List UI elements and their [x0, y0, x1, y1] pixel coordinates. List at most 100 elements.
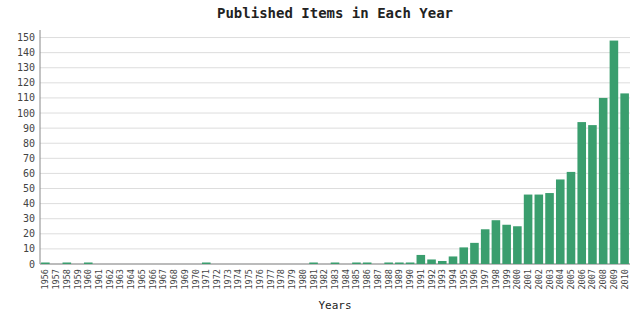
bar [41, 262, 50, 264]
x-tick-label: 1961 [94, 269, 104, 289]
x-tick-label: 1972 [212, 269, 222, 289]
bar [470, 243, 479, 264]
x-tick-label: 1966 [148, 269, 158, 289]
x-tick-label: 2001 [523, 269, 533, 289]
x-axis: 1956195719581959196019611962196319641965… [40, 269, 629, 289]
x-tick-label: 1958 [62, 269, 72, 289]
grid-line [40, 188, 630, 189]
x-tick-label: 1997 [480, 269, 490, 289]
x-tick-label: 1994 [448, 269, 458, 289]
bar [148, 264, 157, 265]
x-tick-label: 1984 [341, 269, 351, 289]
chart-container: Published Items in Each Year010203040506… [0, 0, 640, 314]
y-tick-label: 10 [23, 243, 35, 254]
x-tick-label: 2002 [534, 269, 544, 289]
bar [406, 262, 415, 264]
y-tick-label: 100 [17, 108, 35, 119]
y-tick-label: 60 [23, 168, 35, 179]
x-tick-label: 1996 [469, 269, 479, 289]
x-tick-label: 1999 [502, 269, 512, 289]
x-tick-label: 1988 [384, 269, 394, 289]
x-tick-label: 1983 [330, 269, 340, 289]
x-tick-label: 2004 [555, 269, 565, 289]
bar [181, 264, 190, 265]
x-axis-label: Years [318, 299, 351, 312]
y-tick-label: 80 [23, 138, 35, 149]
bar [417, 255, 426, 264]
bar [127, 264, 136, 265]
x-tick-label: 1990 [405, 269, 415, 289]
x-tick-label: 1987 [373, 269, 383, 289]
bar [556, 179, 565, 264]
x-tick-label: 2007 [587, 269, 597, 289]
bar [223, 264, 232, 265]
grid-line [40, 158, 630, 159]
x-tick-label: 1986 [362, 269, 372, 289]
bar [213, 264, 222, 265]
y-tick-label: 130 [17, 62, 35, 73]
x-tick-label: 1976 [255, 269, 265, 289]
bar [567, 172, 576, 264]
grid-line [40, 52, 630, 53]
bar [52, 264, 61, 265]
x-tick-label: 1975 [244, 269, 254, 289]
x-tick-label: 2010 [620, 269, 630, 289]
bar [524, 195, 533, 264]
bar [84, 262, 93, 264]
bars [41, 41, 629, 264]
y-tick-label: 20 [23, 228, 35, 239]
x-tick-label: 2008 [598, 269, 608, 289]
y-tick-label: 70 [23, 153, 35, 164]
y-tick-label: 90 [23, 123, 35, 134]
title: Published Items in Each Year [217, 5, 453, 21]
x-tick-label: 1982 [319, 269, 329, 289]
y-axis: 0102030405060708090100110120130140150 [17, 32, 630, 269]
x-tick-label: 1973 [223, 269, 233, 289]
bar [438, 261, 447, 264]
bar [256, 264, 265, 265]
bar [341, 264, 350, 265]
bar [502, 225, 511, 264]
x-tick-label: 1977 [266, 269, 276, 289]
chart: Published Items in Each Year010203040506… [0, 0, 640, 314]
x-tick-label: 1998 [491, 269, 501, 289]
bar [577, 122, 586, 264]
bar [588, 125, 597, 264]
grid-line [40, 173, 630, 174]
bar [266, 264, 275, 265]
bar [427, 259, 436, 264]
bar [95, 264, 104, 265]
bar [331, 262, 340, 264]
bar [309, 262, 318, 264]
x-tick-label: 1992 [427, 269, 437, 289]
grid-line [40, 82, 630, 83]
x-tick-label: 1965 [137, 269, 147, 289]
grid-line [40, 37, 630, 38]
x-tick-label: 1960 [83, 269, 93, 289]
bar [449, 256, 458, 264]
bar [610, 41, 619, 264]
x-tick-label: 1970 [191, 269, 201, 289]
x-tick-label: 1989 [394, 269, 404, 289]
x-tick-label: 1962 [105, 269, 115, 289]
x-tick-label: 1974 [233, 269, 243, 289]
bar [535, 195, 544, 264]
bar [288, 264, 297, 265]
y-tick-label: 110 [17, 92, 35, 103]
bar [105, 264, 114, 265]
x-tick-label: 1971 [201, 269, 211, 289]
y-tick-label: 150 [17, 32, 35, 43]
x-tick-label: 2009 [609, 269, 619, 289]
bar [159, 264, 168, 265]
x-tick-label: 2006 [577, 269, 587, 289]
bar [363, 262, 372, 264]
bar [73, 264, 82, 265]
bar [459, 247, 468, 264]
bar [352, 262, 361, 264]
y-tick-label: 120 [17, 77, 35, 88]
y-tick-label: 50 [23, 183, 35, 194]
bar [374, 264, 383, 265]
bar [277, 264, 286, 265]
x-tick-label: 1968 [169, 269, 179, 289]
x-tick-label: 1969 [180, 269, 190, 289]
